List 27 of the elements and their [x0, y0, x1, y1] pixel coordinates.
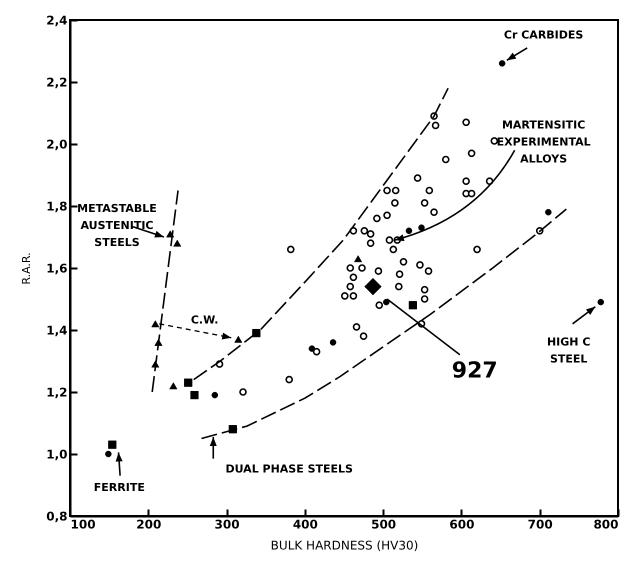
- x-tick-label: 300: [214, 518, 240, 532]
- y-tick-label: 1,4: [46, 324, 68, 338]
- annotation: MARTENSITIC EXPERIMENTAL ALLOYS: [496, 118, 591, 166]
- annotation: Cr CARBIDES: [504, 28, 584, 42]
- x-tick-label: 400: [292, 518, 318, 532]
- annotation: METASTABLE AUSTENITIC STEELS: [77, 202, 157, 250]
- y-tick-label: 2,0: [46, 138, 68, 152]
- x-tick-label: 600: [449, 518, 474, 532]
- annotation: FERRITE: [94, 481, 145, 494]
- annotation: DUAL PHASE STEELS: [225, 462, 354, 476]
- x-tick-label: 200: [136, 518, 162, 532]
- x-tick-label: 500: [371, 518, 396, 532]
- x-tick-label: 100: [70, 518, 96, 532]
- y-axis-title: R.A.R.: [20, 252, 34, 285]
- annotation: C.W.: [190, 314, 218, 327]
- y-tick-label: 1,2: [46, 386, 68, 400]
- annotation: HIGH C STEEL: [546, 335, 590, 366]
- y-tick-label: 1,0: [46, 448, 68, 462]
- y-tick-label: 2,2: [46, 76, 68, 90]
- y-tick-label: 1,8: [46, 200, 68, 214]
- x-tick-label: 800: [593, 518, 618, 532]
- x-axis-title: BULK HARDNESS (HV30): [270, 538, 418, 552]
- x-tick-label: 700: [528, 518, 553, 532]
- y-tick-label: 1,6: [46, 262, 68, 276]
- y-tick-label: 0,8: [46, 510, 68, 524]
- y-tick-label: 2,4: [46, 14, 68, 28]
- annotation: 927: [452, 358, 498, 384]
